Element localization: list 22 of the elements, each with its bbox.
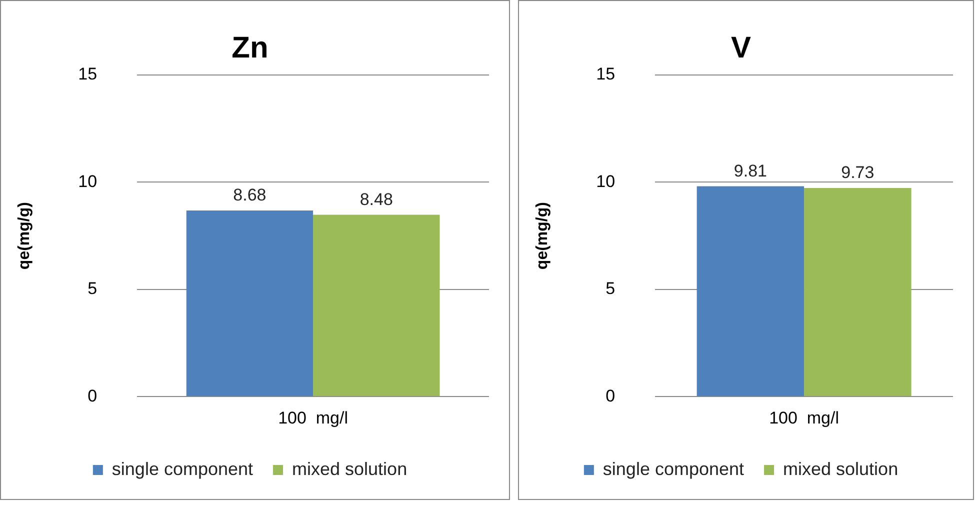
data-label: 8.48 [360, 190, 393, 209]
y-tick-label: 10 [78, 172, 98, 191]
chart-title: V [730, 31, 752, 64]
y-tick-label: 5 [88, 279, 98, 298]
x-tick-label: 100 mg/l [278, 408, 348, 428]
legend-label: single component [602, 458, 744, 479]
data-label: 9.81 [734, 161, 767, 180]
y-tick-label: 0 [88, 386, 98, 406]
legend-label: mixed solution [783, 458, 898, 479]
y-tick-label: 0 [606, 386, 616, 406]
legend-label: mixed solution [292, 458, 408, 479]
y-axis-title: qe(mg/g) [16, 202, 34, 270]
y-tick-label: 5 [606, 279, 616, 298]
legend-label: single component [112, 458, 254, 479]
y-axis-title: qe(mg/g) [534, 202, 552, 270]
y-tick-label: 10 [596, 172, 616, 191]
data-label: 9.73 [841, 163, 874, 182]
data-label: 8.68 [233, 186, 266, 205]
x-tick-label: 100 mg/l [769, 408, 840, 428]
y-tick-label: 15 [596, 64, 616, 84]
chart-title: Zn [232, 31, 268, 64]
y-tick-label: 15 [78, 64, 98, 84]
